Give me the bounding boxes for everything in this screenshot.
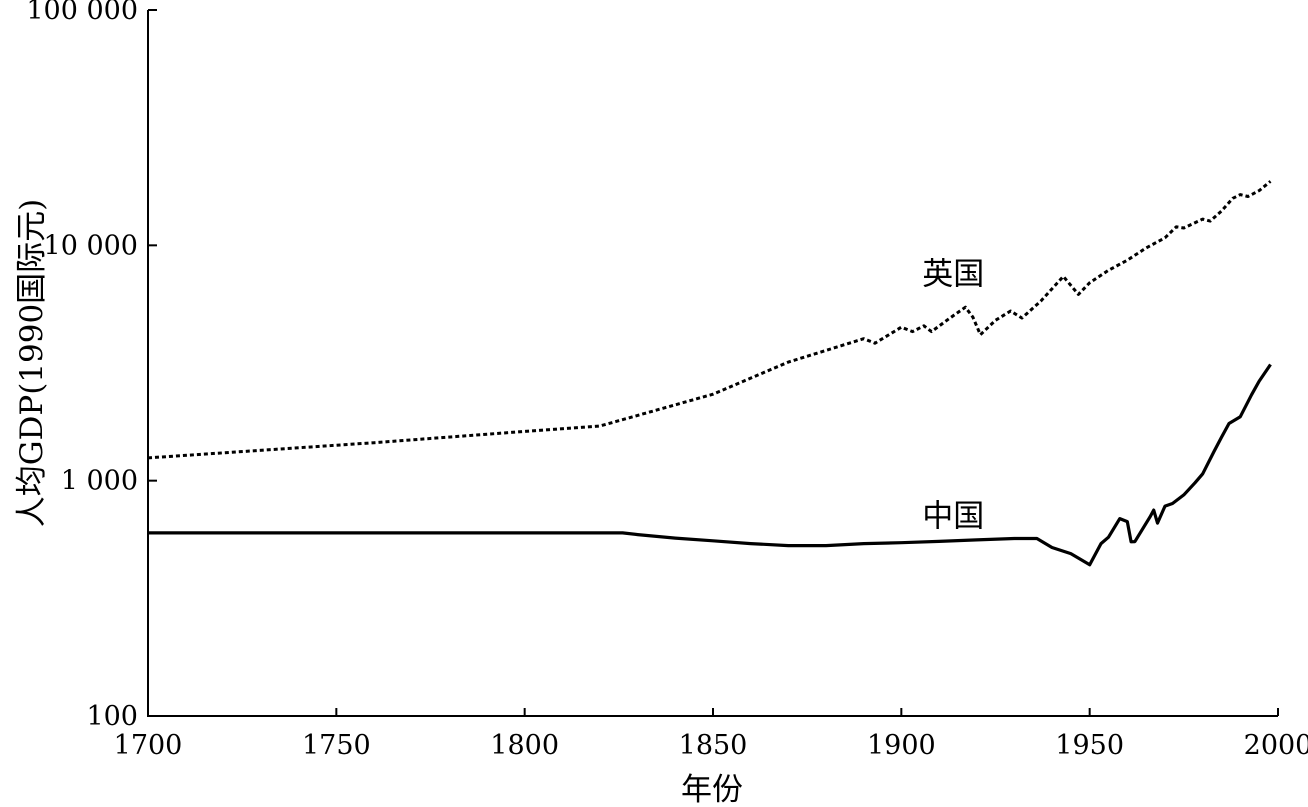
- x-tick-label: 1800: [490, 730, 559, 761]
- x-tick-label: 1850: [679, 730, 748, 761]
- x-tick-label: 1950: [1055, 730, 1124, 761]
- x-tick-label: 2000: [1244, 730, 1308, 761]
- x-ticks: 1700 1750 1800 1850 1900 1950 2000: [114, 708, 1308, 761]
- axes: [147, 10, 1278, 717]
- y-tick-label: 1 000: [61, 466, 138, 497]
- y-ticks: 100 1 000 10 000 100 000: [26, 0, 157, 732]
- y-tick-label: 10 000: [44, 230, 138, 261]
- series-layer: [147, 180, 1272, 567]
- series-line-uk: [147, 180, 1272, 460]
- x-tick-label: 1900: [867, 730, 936, 761]
- series-label-china: 中国: [922, 498, 984, 534]
- x-tick-label: 1700: [114, 730, 183, 761]
- series-label-uk: 英国: [922, 257, 984, 293]
- x-tick-label: 1750: [302, 730, 371, 761]
- x-axis-title: 年份: [681, 772, 743, 807]
- y-tick-label: 100 000: [26, 0, 138, 26]
- y-axis-title: 人均GDP(1990国际元): [14, 199, 50, 528]
- series-line-china: [148, 363, 1272, 567]
- y-tick-label: 100: [86, 701, 138, 732]
